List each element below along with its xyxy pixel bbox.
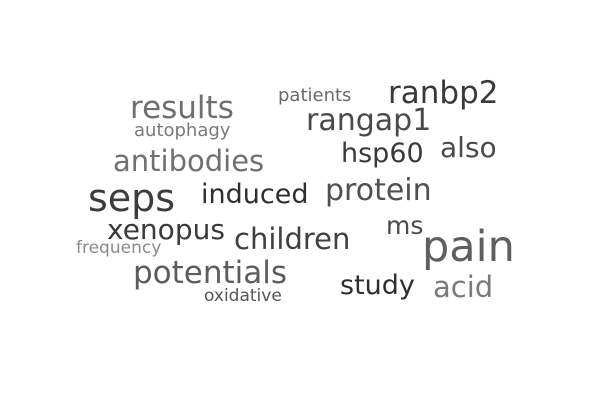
- word-hsp60: hsp60: [341, 138, 424, 169]
- word-patients: patients: [278, 85, 352, 106]
- word-also: also: [440, 131, 497, 164]
- word-seps: seps: [88, 176, 176, 220]
- word-oxidative: oxidative: [204, 286, 282, 306]
- word-ms: ms: [386, 211, 424, 240]
- word-pain: pain: [422, 222, 515, 272]
- word-antibodies: antibodies: [113, 144, 265, 178]
- word-ranbp2: ranbp2: [388, 75, 499, 111]
- word-frequency: frequency: [76, 238, 162, 258]
- word-potentials: potentials: [133, 255, 288, 291]
- word-acid: acid: [433, 270, 494, 304]
- word-induced: induced: [201, 179, 309, 210]
- word-study: study: [340, 270, 415, 301]
- word-autophagy: autophagy: [134, 120, 231, 141]
- word-protein: protein: [325, 173, 432, 208]
- word-children: children: [234, 222, 351, 256]
- word-xenopus: xenopus: [107, 213, 225, 246]
- word-results: results: [130, 90, 234, 126]
- word-rangap1: rangap1: [306, 103, 432, 138]
